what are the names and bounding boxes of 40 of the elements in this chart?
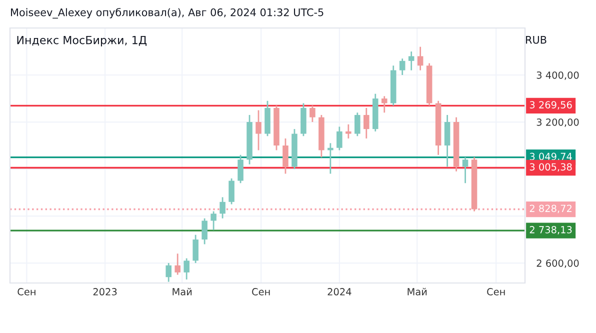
- candlestick: [336, 126, 342, 151]
- ref-line-label: 3 049,74: [530, 152, 572, 162]
- x-tick-label: Сен: [18, 288, 36, 296]
- candlestick: [354, 112, 360, 137]
- candlestick: [192, 234, 198, 264]
- candlestick: [381, 95, 388, 114]
- ref-line-label: 2 738,13: [530, 226, 572, 234]
- y-tick-label: 2 600,00: [536, 260, 579, 268]
- y-tick-label: 3 400,00: [536, 71, 579, 80]
- candlestick: [408, 50, 414, 71]
- candlestick: [174, 252, 180, 276]
- candlestick: [166, 262, 172, 283]
- candlestick: [228, 178, 234, 205]
- candlestick: [184, 258, 190, 280]
- candlestick: [310, 104, 316, 123]
- candlestick: [364, 107, 370, 140]
- ref-line-label: 2 828,72: [530, 204, 572, 214]
- y-axis-title: RUB: [526, 36, 546, 44]
- x-tick-label: Сен: [487, 288, 505, 296]
- ref-line-label: 3 005,38: [530, 163, 572, 172]
- candlestick: [399, 58, 406, 76]
- candlestick: [282, 138, 288, 174]
- ref-line-label: 3 269,56: [530, 101, 572, 110]
- text: Moiseev_Alexey опубликовал(а), Авг 06, 2024 01:32 UTC-5: [11, 8, 324, 19]
- candlestick: [210, 210, 216, 231]
- x-tick-label: Сен: [252, 288, 270, 296]
- candlestick: [202, 218, 208, 245]
- candlestick: [238, 154, 244, 184]
- x-tick-label: Май: [408, 288, 427, 296]
- y-tick-label: 3 200,00: [536, 118, 579, 127]
- candlestick: [220, 196, 226, 220]
- candlestick: [256, 110, 262, 151]
- candlestick: [444, 114, 450, 168]
- x-tick-label: Май: [172, 288, 192, 296]
- candlestick: [462, 156, 468, 184]
- x-tick-label: 2023: [93, 288, 117, 296]
- candlestick: [417, 46, 424, 71]
- candlestick: [346, 124, 352, 140]
- x-tick-label: 2024: [328, 288, 352, 296]
- text: Индекс МосБиржи, 1Д: [17, 36, 147, 46]
